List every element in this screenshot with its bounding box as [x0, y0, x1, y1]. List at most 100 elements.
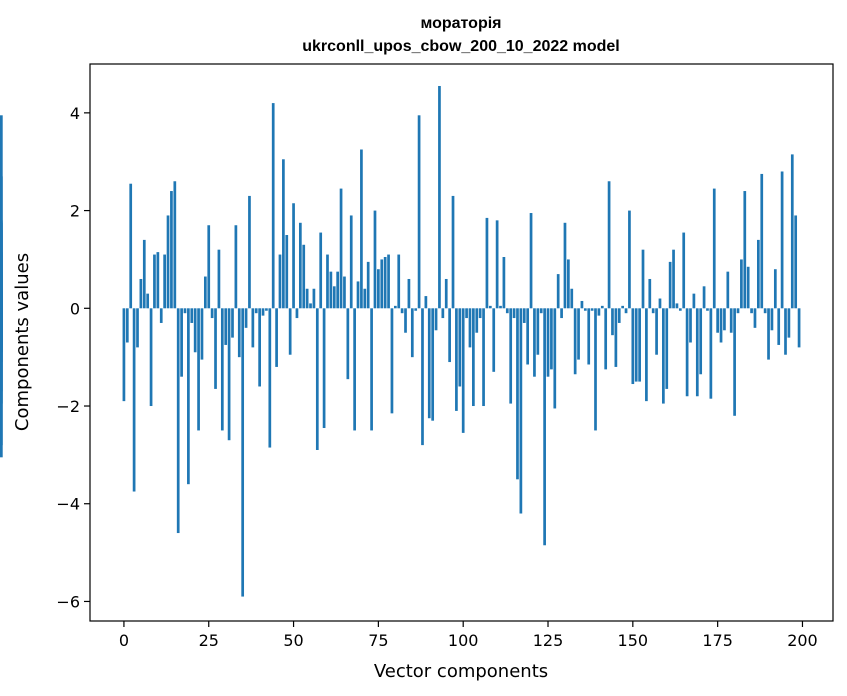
bar-169: [695, 308, 699, 397]
bar-44: [271, 103, 275, 309]
bar-17: [180, 308, 183, 377]
bar-175: [716, 308, 719, 333]
bar-40: [258, 308, 261, 387]
bar-16: [176, 308, 180, 534]
bar-115: [512, 308, 516, 319]
bar-118: [522, 308, 526, 323]
bar-29: [220, 308, 224, 431]
bar-77: [383, 257, 387, 309]
y-tick-label: 4: [70, 104, 80, 123]
bar-199: [797, 308, 801, 348]
bar-64: [339, 188, 343, 309]
bar-132: [570, 288, 574, 309]
bar-116: [516, 308, 519, 480]
bar-96: [448, 308, 451, 363]
bar-186: [753, 308, 757, 328]
bar-72: [366, 261, 370, 309]
bar-158: [658, 298, 662, 309]
bar-191: [770, 308, 774, 331]
bar-13: [166, 215, 170, 309]
bar-12: [163, 254, 166, 309]
bar-181: [736, 308, 740, 314]
x-tick-label: 100: [448, 631, 479, 650]
bar-176: [719, 308, 723, 343]
bar-8: [149, 308, 153, 407]
bar-148: [624, 308, 628, 314]
bar-67: [349, 215, 353, 309]
x-axis-ticks: 0 25 50 75 100 125 150 175 200: [119, 621, 818, 650]
bar-193: [777, 308, 781, 345]
bar-154: [645, 308, 648, 402]
bar-131: [567, 259, 570, 309]
bar-48: [285, 235, 289, 309]
bar-46: [278, 254, 282, 309]
bar-1: [125, 308, 129, 343]
bar-20: [190, 308, 194, 323]
bar-66: [346, 308, 350, 380]
bar-74: [373, 210, 377, 309]
bar-138: [590, 308, 594, 311]
bar-147: [621, 305, 625, 309]
plot-frame: [89, 63, 834, 622]
bar-70: [360, 149, 363, 309]
bar-19: [187, 308, 190, 485]
bar-182: [740, 259, 743, 309]
bar-190: [767, 308, 770, 360]
bar-0: [122, 308, 126, 402]
bar-104: [475, 308, 479, 333]
bar-180: [733, 308, 736, 416]
bar-144: [611, 308, 614, 336]
x-axis-label: Vector components: [374, 661, 548, 682]
bar-164: [678, 308, 682, 311]
bar-184: [746, 266, 750, 309]
bar-156: [651, 308, 655, 314]
bar-69: [356, 281, 360, 309]
bar-15: [173, 181, 177, 309]
bar-124: [543, 308, 546, 546]
bar-111: [499, 305, 502, 309]
y-tick-label: −2: [56, 397, 80, 416]
bar-94: [441, 308, 445, 319]
bar-92: [434, 308, 438, 331]
bar-84: [407, 278, 411, 309]
bar-37: [248, 195, 251, 309]
bar-125: [546, 308, 550, 377]
bar-55: [309, 303, 312, 309]
bar-6: [142, 239, 146, 309]
bar-21: [193, 308, 197, 353]
bar-31: [227, 308, 231, 441]
bar-undefined: [0, 222, 3, 309]
bar-83: [404, 308, 407, 333]
bar-18: [183, 308, 187, 314]
bar-43: [268, 308, 272, 448]
x-tick-label: 0: [119, 631, 129, 650]
chart-subtitle: ukrconll_upos_cbow_200_10_2022 model: [302, 38, 619, 55]
bar-7: [146, 293, 150, 309]
bar-101: [465, 308, 468, 319]
bar-50: [292, 203, 295, 309]
bar-76: [380, 259, 384, 309]
bar-129: [560, 308, 563, 319]
bar-91: [431, 308, 435, 421]
bar-198: [794, 215, 798, 309]
bar-82: [400, 308, 404, 314]
bar-49: [288, 308, 292, 355]
bar-78: [387, 254, 390, 309]
x-tick-label: 25: [199, 631, 219, 650]
bar-159: [662, 308, 665, 404]
bar-139: [594, 308, 597, 431]
chart-title: мораторія: [420, 15, 501, 32]
bar-33: [234, 225, 238, 309]
bar-168: [692, 293, 696, 309]
x-tick-label: 75: [368, 631, 388, 650]
bar-80: [393, 305, 397, 309]
bar-86: [414, 308, 418, 311]
y-tick-label: −6: [56, 592, 80, 611]
bar-127: [553, 308, 557, 409]
bar-196: [787, 308, 791, 338]
bar-26: [210, 308, 214, 319]
bar-56: [312, 288, 316, 309]
bar-160: [665, 308, 669, 389]
bar-157: [655, 308, 658, 355]
bar-178: [726, 271, 730, 309]
